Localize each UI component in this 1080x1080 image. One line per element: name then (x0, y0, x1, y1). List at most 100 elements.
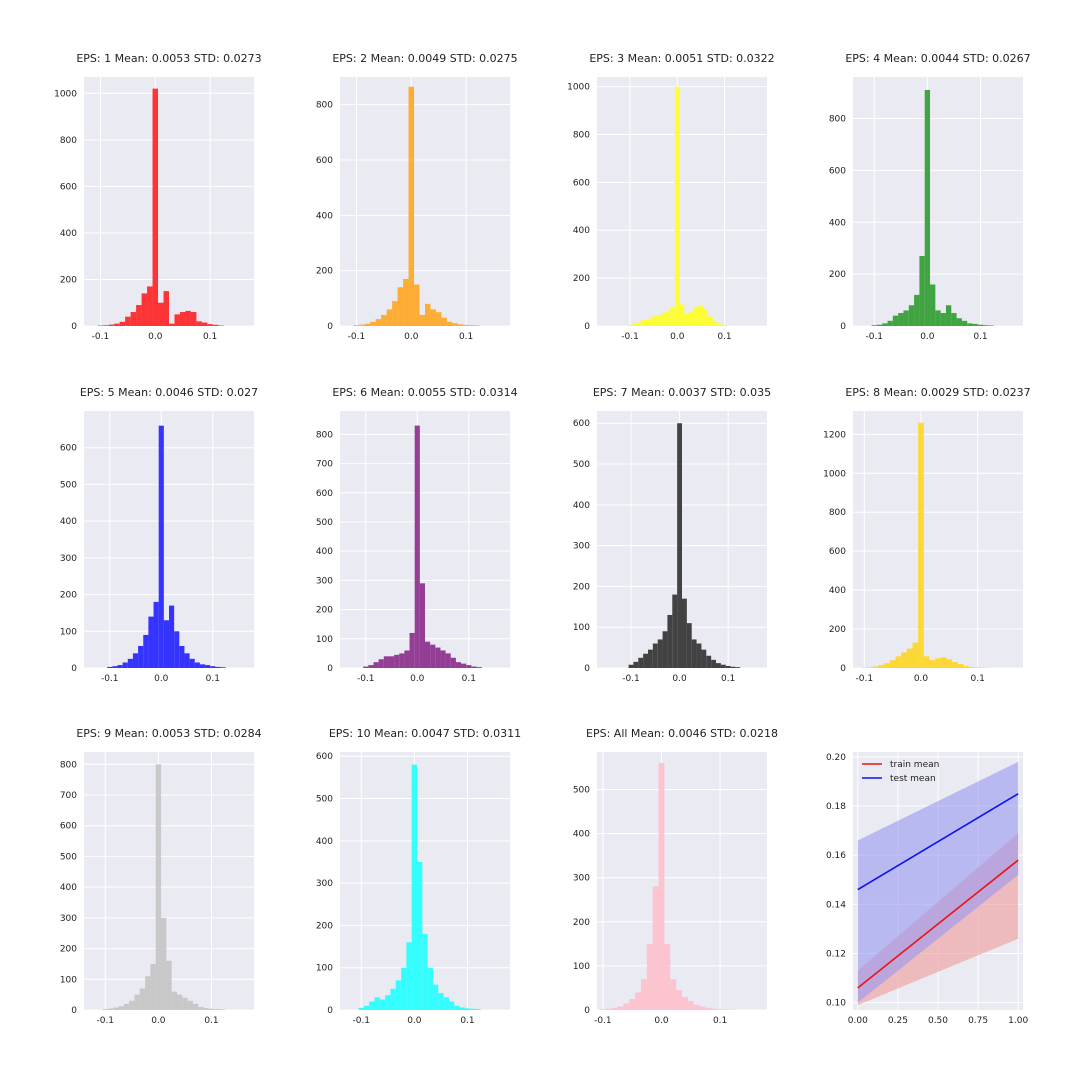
x-tick-label: -0.1 (865, 332, 883, 342)
histogram-bar (112, 666, 118, 668)
plot-area (853, 411, 1023, 668)
x-tick-label: 0.0 (920, 332, 935, 342)
histogram-bar (983, 325, 989, 326)
histogram-bar (470, 1008, 476, 1010)
histogram-bar (701, 649, 707, 668)
y-tick-label: 300 (573, 874, 590, 884)
histogram-bar (203, 1008, 209, 1010)
x-tick-label: 1.00 (1008, 1016, 1028, 1026)
chart-title: EPS: 7 Mean: 0.0037 STD: 0.035 (593, 386, 771, 399)
histogram-bar (383, 656, 389, 668)
y-tick-label: 1000 (823, 469, 846, 479)
plot-area (84, 77, 254, 326)
histogram-bar (174, 314, 180, 326)
histogram-bar (635, 992, 641, 1010)
chart-title: EPS: 9 Mean: 0.0053 STD: 0.0284 (76, 727, 261, 740)
histogram-bar (207, 324, 213, 326)
chart-panel-1: -0.1 0.0 0.1 0 200 400 600 800 1000 EPS: 1 Mean: … (54, 52, 262, 342)
histogram-bar (912, 642, 919, 668)
y-tick-label: 0 (584, 322, 590, 332)
histogram-bar (411, 764, 418, 1010)
histogram-bar (392, 301, 398, 326)
chart-panel-4: -0.1 0.0 0.1 0 200 400 600 800 EPS: 4 Mean: 0.00… (829, 52, 1031, 342)
histogram-bar (163, 620, 169, 668)
chart-panel-8: -0.1 0.0 0.1 0 200 400 600 800 1000 1200 EPS: 8 Me… (823, 386, 1031, 684)
histogram-bar (698, 305, 704, 326)
x-tick-label: 0.1 (206, 674, 220, 684)
histogram-bar (192, 1003, 199, 1010)
histogram-bar (652, 886, 659, 1010)
histogram-bar (963, 666, 970, 668)
histogram-bar (882, 323, 888, 326)
x-tick-label: 0.1 (973, 332, 987, 342)
y-tick-label: 400 (316, 837, 333, 847)
histogram-bar (940, 657, 947, 668)
histogram-bar (103, 325, 109, 326)
histogram-bar (435, 647, 441, 668)
y-tick-label: 400 (573, 226, 590, 236)
histogram-bar (967, 323, 973, 326)
histogram-bar (887, 320, 893, 326)
histogram-bar (435, 312, 442, 326)
y-tick-label: 300 (60, 554, 77, 564)
histogram-bar (373, 662, 379, 668)
histogram-bar (717, 323, 723, 326)
histogram-bar (158, 425, 164, 668)
histogram-bar (440, 650, 446, 668)
histogram-bar (617, 1006, 624, 1010)
histogram-bar (705, 1007, 712, 1010)
histogram-bar (425, 641, 431, 668)
x-tick-label: 0.1 (721, 674, 735, 684)
histogram-bar (395, 980, 402, 1010)
histogram-bar (889, 660, 896, 668)
histogram-bar (122, 662, 128, 668)
y-tick-label: 400 (60, 229, 77, 239)
histogram-bar (123, 1003, 130, 1010)
histogram-bar (658, 763, 665, 1010)
histogram-bar (648, 649, 653, 668)
histogram-bar (628, 664, 634, 668)
y-tick-label: 800 (829, 508, 846, 518)
histogram-bar (706, 655, 712, 668)
histogram-bar (605, 1008, 612, 1010)
histogram-bar (210, 666, 216, 668)
series-line-2 (857, 793, 1019, 891)
histogram-bar (974, 667, 981, 668)
x-tick-label: -0.1 (621, 332, 639, 342)
y-tick-label: 0 (71, 1006, 77, 1016)
histogram-bar (627, 324, 633, 326)
histogram-bar (158, 302, 164, 326)
histogram-bar (662, 631, 668, 668)
y-tick-label: 300 (316, 879, 333, 889)
histogram-bar (163, 291, 169, 326)
histogram-bar (119, 321, 126, 326)
histogram-bar (684, 314, 690, 326)
histogram-bar (735, 667, 741, 668)
histogram-bar (201, 322, 208, 326)
histogram-bar (679, 304, 685, 326)
histogram-bar (664, 943, 671, 1010)
y-tick-label: 0.20 (826, 753, 846, 763)
histogram-bar (929, 660, 936, 668)
y-tick-label: 200 (60, 945, 77, 955)
histogram-bar (632, 323, 638, 326)
histogram-bar (171, 991, 177, 1010)
y-tick-label: 0 (327, 322, 333, 332)
histogram-bar (189, 658, 195, 668)
histogram-bar (364, 323, 371, 326)
plot-area (340, 77, 510, 326)
histogram-bar (930, 284, 936, 326)
y-tick-label: 800 (60, 136, 77, 146)
chart-panel-6: -0.1 0.0 0.1 0 100 200 300 400 500 600 700 800 EPS: … (316, 386, 518, 684)
histogram-bar (674, 86, 680, 326)
histogram-bar (691, 639, 697, 668)
histogram-bar (474, 325, 480, 326)
histogram-bar (611, 1007, 618, 1010)
histogram-bar (699, 1006, 706, 1010)
histogram-bar (670, 306, 675, 326)
histogram-bar (623, 1003, 630, 1010)
histogram-bar (629, 998, 636, 1010)
histogram-bar (682, 996, 688, 1010)
histogram-bar (711, 659, 716, 668)
y-tick-label: 100 (573, 962, 590, 972)
